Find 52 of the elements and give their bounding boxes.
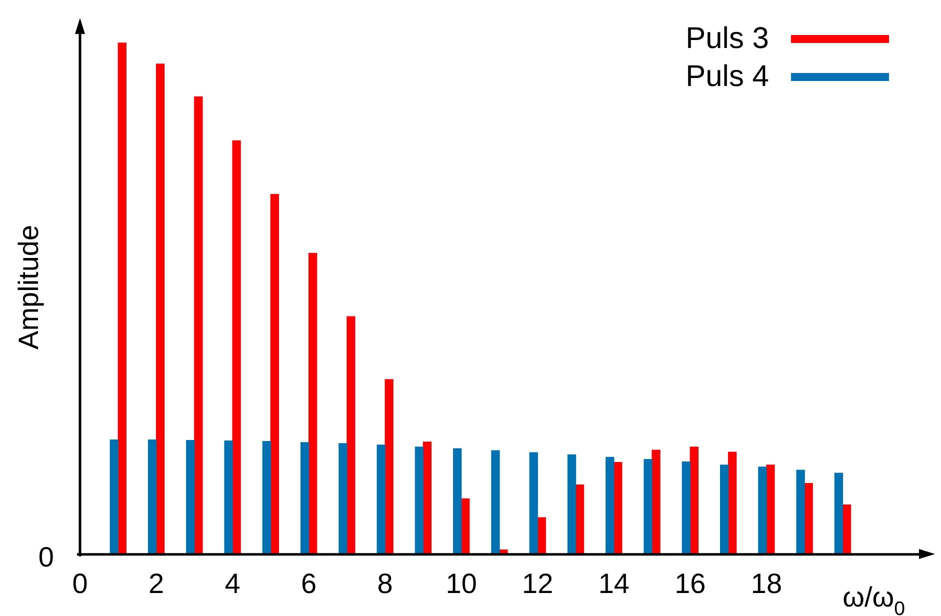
bar <box>720 464 729 554</box>
bar <box>834 472 844 554</box>
bar <box>156 64 165 554</box>
bar <box>422 442 432 554</box>
bar <box>491 450 500 554</box>
bar <box>682 462 691 554</box>
x-tick-label: 14 <box>598 568 630 599</box>
bar <box>300 442 310 554</box>
bar <box>766 464 775 554</box>
bar <box>262 441 272 554</box>
bar <box>414 446 424 554</box>
x-tick-label: 2 <box>148 568 164 599</box>
bar <box>224 440 233 554</box>
bar <box>614 462 622 554</box>
y-axis-title: Amplitude <box>13 224 44 350</box>
x-tick-label: 16 <box>674 568 706 599</box>
bar <box>567 454 576 554</box>
text: 0 <box>38 541 54 572</box>
bar <box>338 443 348 554</box>
x-tick-label: 8 <box>377 568 393 599</box>
legend-label: Puls 4 <box>686 60 769 94</box>
bar <box>110 440 118 554</box>
x-tick-label: 18 <box>750 568 782 599</box>
bar <box>690 446 699 554</box>
bar <box>461 498 470 554</box>
bar <box>118 42 126 554</box>
bar <box>232 140 241 554</box>
bar <box>453 448 462 554</box>
bar <box>308 252 318 554</box>
bar <box>270 194 280 554</box>
bar <box>644 458 652 554</box>
bar <box>346 316 356 554</box>
bar <box>194 96 203 554</box>
bar <box>575 484 584 554</box>
bar <box>758 466 767 554</box>
x-tick-label: 6 <box>301 568 317 599</box>
legend-label: Puls 3 <box>686 22 769 56</box>
bar <box>186 440 195 554</box>
bar <box>804 482 813 554</box>
bar <box>606 456 614 554</box>
bar <box>384 379 394 554</box>
x-tick-label: 12 <box>522 568 554 599</box>
bar <box>376 444 386 554</box>
bar <box>529 452 538 554</box>
bar <box>148 440 157 554</box>
x-tick-label: 10 <box>446 568 477 599</box>
bar <box>796 470 805 554</box>
x-tick-label: 0 <box>72 568 88 599</box>
x-tick-label: 4 <box>224 568 240 599</box>
bar <box>728 452 737 554</box>
bar <box>842 504 852 554</box>
bar <box>652 450 660 554</box>
